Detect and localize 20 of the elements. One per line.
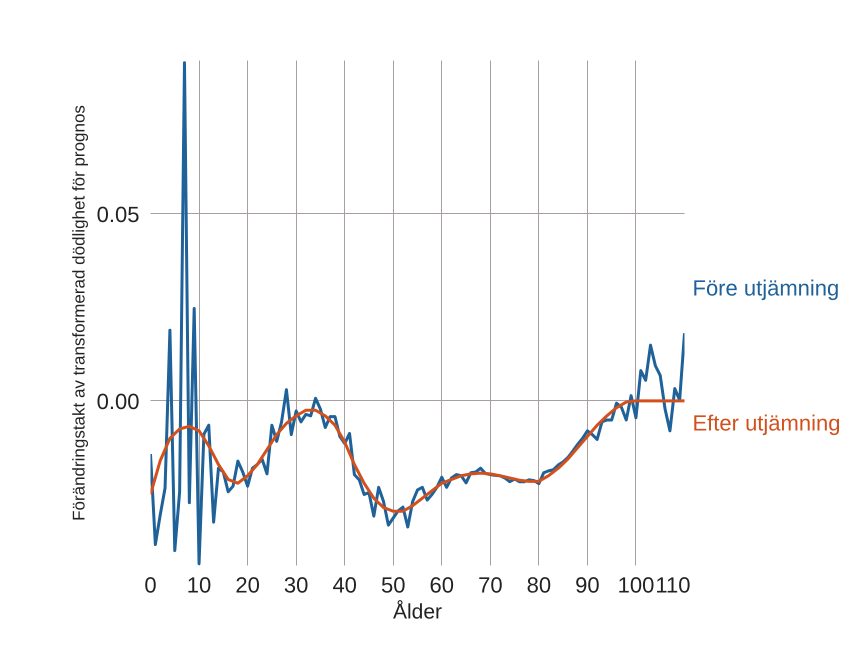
- x-tick-label: 80: [526, 572, 552, 598]
- y-tick-label: 0.00: [96, 388, 140, 414]
- x-tick-label: 10: [186, 572, 212, 598]
- x-tick-label: 110: [655, 572, 691, 598]
- x-tick-label: 20: [235, 572, 260, 598]
- series-label: Före utjämning: [692, 276, 840, 301]
- x-tick-label: 60: [430, 572, 454, 598]
- line-series: [150, 61, 684, 566]
- x-tick-label: 0: [144, 572, 157, 598]
- y-axis-title: Förändringstakt av transformerad dödlighet för prognos: [70, 105, 89, 521]
- x-tick-label: 70: [478, 572, 503, 598]
- series-label: Efter utjämning: [692, 410, 840, 436]
- x-tick-label: 90: [575, 572, 600, 598]
- x-tick-label: 30: [284, 572, 308, 598]
- y-tick-label: 0.05: [96, 202, 140, 227]
- x-tick-label: 40: [332, 572, 357, 598]
- x-tick-label: 50: [380, 572, 406, 598]
- x-tick-label: 100: [618, 572, 654, 598]
- x-axis-title: Ålder: [392, 600, 442, 624]
- line-series: [150, 399, 684, 513]
